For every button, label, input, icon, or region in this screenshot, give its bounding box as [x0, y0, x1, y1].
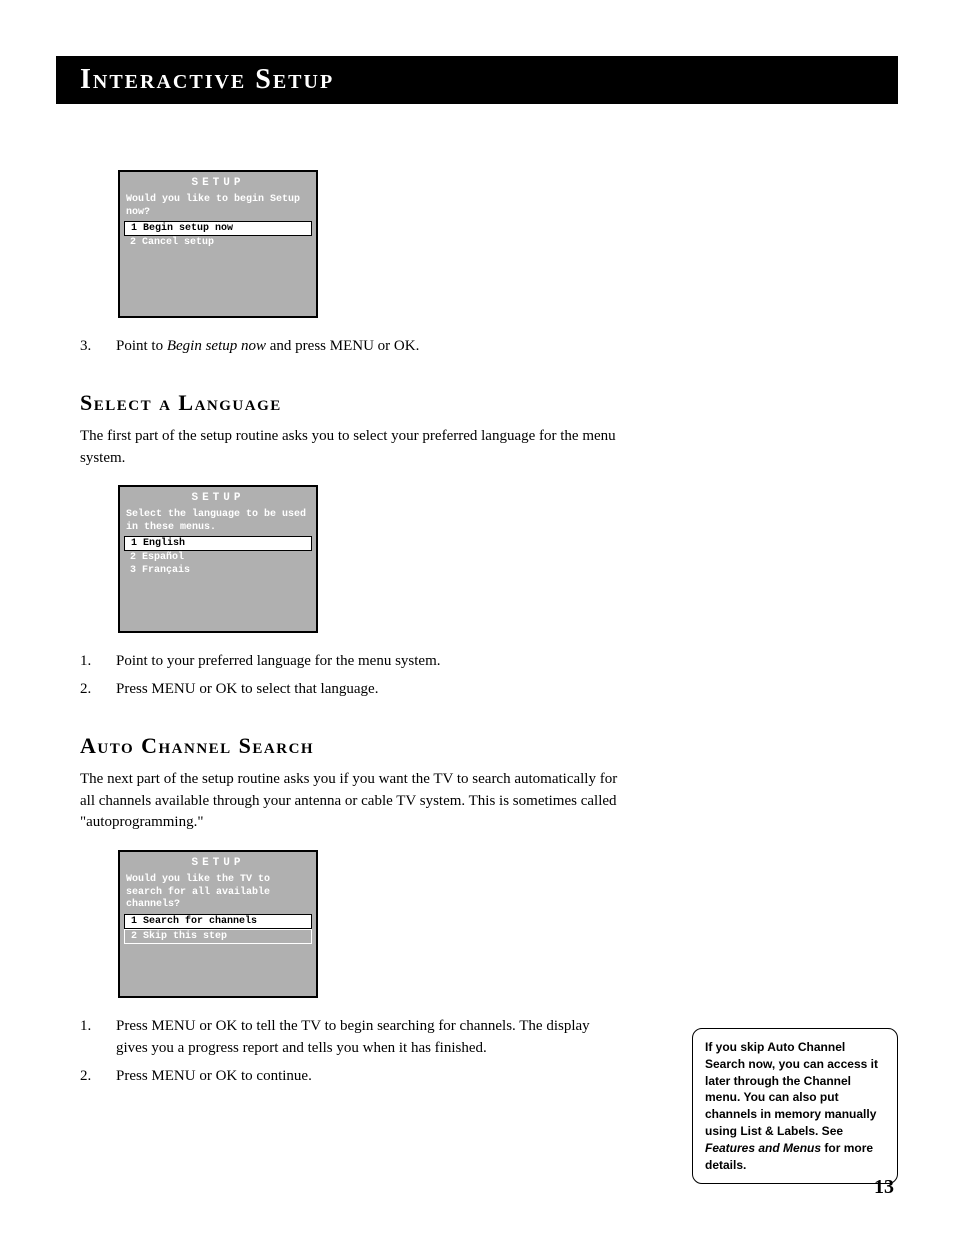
text: Point to — [116, 338, 167, 354]
step-number: 2. — [80, 1066, 116, 1088]
note-box: If you skip Auto Channel Search now, you… — [692, 1028, 898, 1184]
step-number: 1. — [80, 1016, 116, 1060]
tv-menu-language: SETUP Select the language to be used in … — [118, 485, 318, 633]
page-title: Interactive Setup — [80, 64, 334, 96]
body-select-language: The first part of the setup routine asks… — [80, 426, 620, 470]
step-number: 3. — [80, 336, 116, 358]
step-text: Press MENU or OK to select that language… — [116, 679, 620, 701]
tv-option-espanol: 2 Español — [124, 551, 312, 564]
tv-option-francais: 3 Français — [124, 564, 312, 577]
tv-option-english: 1 English — [124, 536, 312, 551]
tv-menu-channel-search: SETUP Would you like the TV to search fo… — [118, 850, 318, 998]
heading-auto-channel: Auto Channel Search — [80, 733, 620, 759]
tv-menu-prompt: Would you like the TV to search for all … — [120, 872, 316, 914]
tv-option-cancel: 2 Cancel setup — [124, 236, 312, 249]
page-title-bar: Interactive Setup — [56, 56, 898, 104]
step-number: 2. — [80, 679, 116, 701]
page-number: 13 — [874, 1176, 894, 1199]
heading-select-language: Select a Language — [80, 390, 620, 416]
note-text: If you skip Auto Channel Search now, you… — [705, 1040, 878, 1138]
step-text: Point to your preferred language for the… — [116, 651, 620, 673]
lang-step-1: 1. Point to your preferred language for … — [80, 651, 620, 673]
step-text: Point to Begin setup now and press MENU … — [116, 336, 620, 358]
step-number: 1. — [80, 651, 116, 673]
step-text: Press MENU or OK to tell the TV to begin… — [116, 1016, 620, 1060]
auto-step-1: 1. Press MENU or OK to tell the TV to be… — [80, 1016, 620, 1060]
body-auto-channel: The next part of the setup routine asks … — [80, 769, 620, 834]
tv-option-search: 1 Search for channels — [124, 914, 312, 929]
tv-menu-title: SETUP — [120, 487, 316, 507]
tv-menu-prompt: Would you like to begin Setup now? — [120, 192, 316, 221]
tv-menu-begin-setup: SETUP Would you like to begin Setup now?… — [118, 170, 318, 318]
tv-menu-title: SETUP — [120, 172, 316, 192]
tv-menu-title: SETUP — [120, 852, 316, 872]
main-content: SETUP Would you like to begin Setup now?… — [80, 170, 620, 1093]
text: and press MENU or OK. — [266, 338, 419, 354]
emphasis: Begin setup now — [167, 338, 266, 354]
note-emphasis: Features and Menus — [705, 1141, 821, 1155]
tv-menu-prompt: Select the language to be used in these … — [120, 507, 316, 536]
step-text: Press MENU or OK to continue. — [116, 1066, 620, 1088]
auto-step-2: 2. Press MENU or OK to continue. — [80, 1066, 620, 1088]
tv-option-begin: 1 Begin setup now — [124, 221, 312, 236]
tv-option-skip: 2 Skip this step — [124, 929, 312, 944]
step-3-begin: 3. Point to Begin setup now and press ME… — [80, 336, 620, 358]
lang-step-2: 2. Press MENU or OK to select that langu… — [80, 679, 620, 701]
